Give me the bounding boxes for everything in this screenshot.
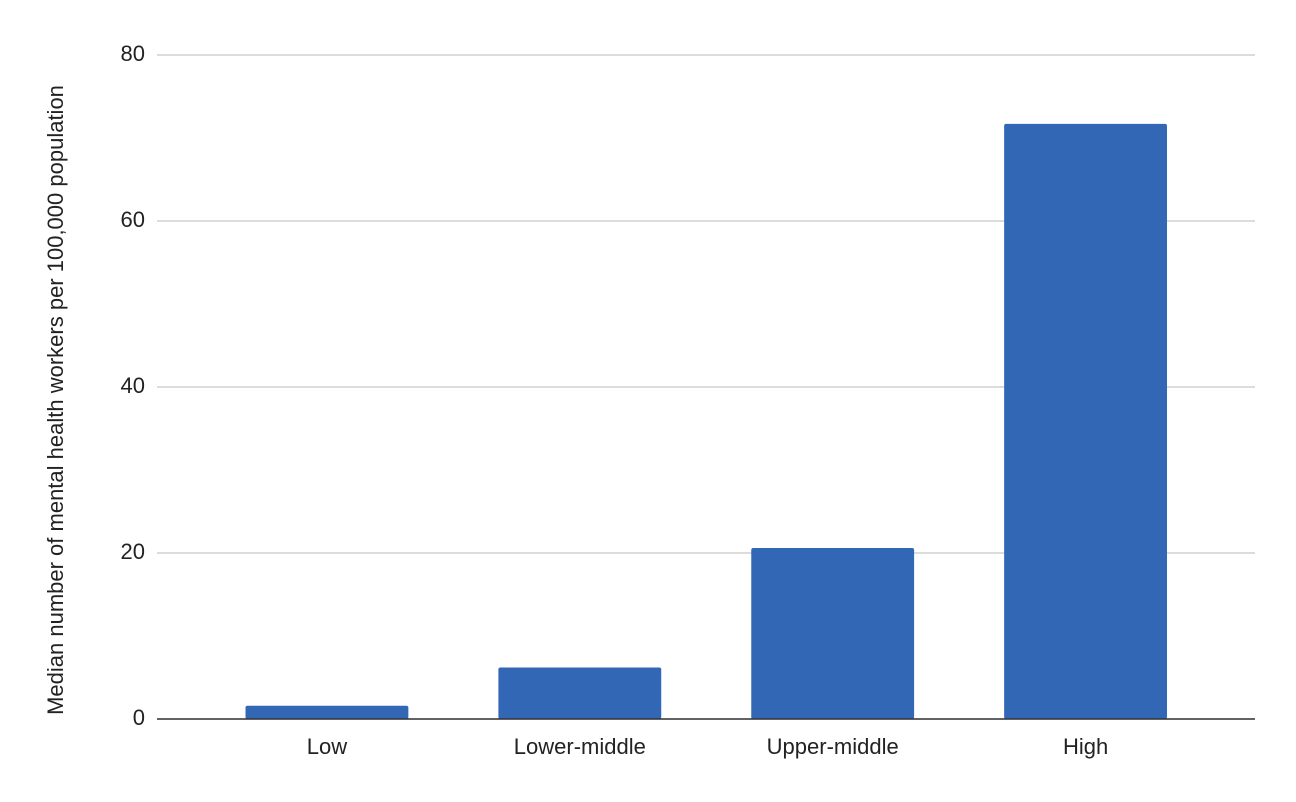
y-tick-label: 0: [133, 705, 145, 730]
y-tick-label: 60: [121, 207, 145, 232]
bar: [498, 667, 662, 719]
y-tick-label: 40: [121, 373, 145, 398]
x-tick-label: High: [1063, 734, 1108, 759]
bar: [751, 548, 915, 719]
x-tick-label: Low: [307, 734, 347, 759]
y-tick-label: 20: [121, 539, 145, 564]
x-tick-label: Lower-middle: [514, 734, 646, 759]
y-axis-label: Median number of mental health workers p…: [43, 85, 68, 715]
bar: [1004, 123, 1167, 719]
bar: [245, 705, 409, 719]
y-tick-label: 80: [121, 41, 145, 66]
x-tick-label: Upper-middle: [767, 734, 899, 759]
